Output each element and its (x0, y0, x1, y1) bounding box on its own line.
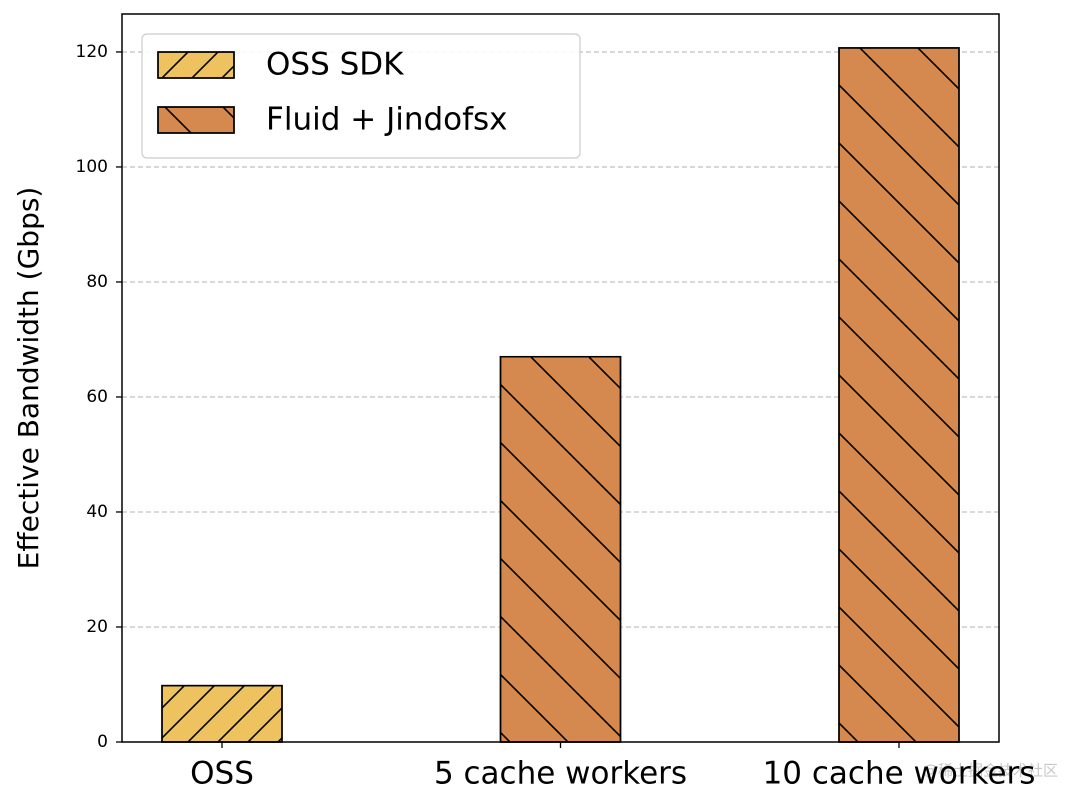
legend: OSS SDK Fluid + Jindofsx (141, 33, 581, 159)
y-tick-label: 80 (86, 272, 108, 292)
legend-swatch-hatch (157, 106, 235, 134)
legend-label: OSS SDK (266, 47, 404, 83)
y-tick-label: 100 (76, 157, 108, 177)
y-tick-label: 40 (86, 502, 108, 522)
legend-swatch-hatch (157, 51, 235, 79)
legend-label: Fluid + Jindofsx (266, 102, 508, 138)
bar-hatch (161, 684, 283, 743)
bar-hatch (499, 355, 622, 743)
x-tick-label: OSS (190, 756, 254, 792)
x-tick-label: 5 cache workers (434, 756, 687, 792)
y-axis-label: Effective Bandwidth (Gbps) (12, 187, 45, 570)
y-tick-label: 60 (86, 387, 108, 407)
y-tick-label: 20 (86, 617, 108, 637)
y-tick-label: 120 (76, 42, 108, 62)
watermark: @稀土掘金技术社区 (923, 762, 1058, 780)
x-tick-label: 10 cache workers (763, 756, 1036, 792)
y-tick-label: 0 (97, 732, 108, 752)
legend-frame (141, 33, 581, 159)
bar-hatch (838, 47, 960, 743)
